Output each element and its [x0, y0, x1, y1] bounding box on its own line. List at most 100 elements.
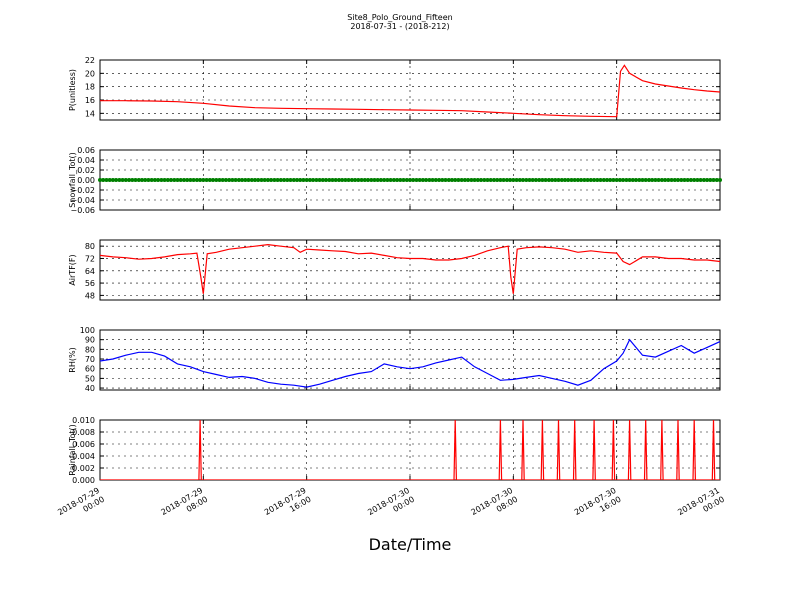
- data-point: [537, 178, 542, 182]
- data-point: [395, 178, 400, 182]
- data-point: [550, 178, 555, 182]
- data-point: [265, 178, 270, 182]
- data-point: [417, 178, 422, 182]
- y-tick-label: 80: [85, 345, 95, 354]
- y-tick-label: 0.04: [77, 156, 95, 165]
- data-point: [240, 178, 245, 182]
- data-point: [188, 178, 193, 182]
- data-point: [437, 178, 442, 182]
- data-point: [524, 178, 529, 182]
- y-axis-label: Snowfall_Tot(): [68, 152, 77, 208]
- series-line: [100, 243, 720, 294]
- data-point: [162, 178, 167, 182]
- y-tick-label: 100: [80, 326, 95, 335]
- data-point: [469, 178, 474, 182]
- x-axis-label: Date/Time: [369, 535, 452, 554]
- data-point: [262, 178, 267, 182]
- y-tick-label: 0.00: [77, 176, 95, 185]
- data-point: [282, 178, 287, 182]
- figure-title-line1: Site8_Polo_Ground_Fifteen: [347, 13, 452, 22]
- data-point: [211, 178, 215, 182]
- data-point: [117, 178, 122, 182]
- data-point: [136, 178, 141, 182]
- data-point: [698, 178, 703, 182]
- data-point: [679, 178, 684, 182]
- data-point: [178, 178, 183, 182]
- data-point: [718, 178, 722, 182]
- data-point: [624, 178, 629, 182]
- data-point: [588, 178, 593, 182]
- data-point: [527, 178, 532, 182]
- data-point: [440, 178, 445, 182]
- data-point: [608, 178, 613, 182]
- data-point: [314, 178, 319, 182]
- data-point: [575, 178, 580, 182]
- data-point: [388, 178, 393, 182]
- data-point: [278, 178, 283, 182]
- data-point: [598, 178, 603, 182]
- y-axis-label: Rainfall_Tot(): [68, 424, 77, 476]
- y-tick-label: 0.004: [72, 452, 95, 461]
- data-point: [614, 178, 619, 182]
- data-point: [366, 178, 370, 182]
- data-point: [101, 178, 106, 182]
- data-point: [285, 178, 290, 182]
- y-tick-label: 70: [85, 355, 95, 364]
- data-point: [120, 178, 125, 182]
- data-point: [104, 178, 109, 182]
- data-point: [398, 178, 403, 182]
- data-point: [408, 178, 412, 182]
- data-point: [472, 178, 477, 182]
- data-point: [130, 178, 135, 182]
- data-point: [317, 178, 322, 182]
- data-point: [298, 178, 303, 182]
- data-point: [521, 178, 525, 182]
- data-point: [327, 178, 332, 182]
- data-point: [511, 178, 516, 182]
- data-point: [427, 178, 432, 182]
- data-point: [391, 178, 396, 182]
- y-axis-label: RH(%): [68, 347, 77, 372]
- data-point: [346, 178, 351, 182]
- data-point: [424, 178, 429, 182]
- data-point: [369, 178, 374, 182]
- x-tick-label: 2018-07-2900:00: [56, 486, 106, 526]
- data-point: [356, 178, 361, 182]
- data-point: [595, 178, 600, 182]
- data-point: [630, 178, 635, 182]
- data-point: [533, 178, 538, 182]
- data-point: [669, 178, 674, 182]
- data-point: [253, 178, 257, 182]
- data-point: [640, 178, 645, 182]
- data-point: [156, 178, 161, 182]
- data-point: [214, 178, 219, 182]
- data-point: [340, 178, 345, 182]
- data-point: [230, 178, 235, 182]
- data-point: [605, 178, 609, 182]
- data-point: [430, 178, 435, 182]
- data-point: [175, 178, 180, 182]
- data-point: [288, 178, 293, 182]
- y-axis-label: AirTF(F): [68, 254, 77, 285]
- data-point: [414, 178, 419, 182]
- data-point: [530, 178, 535, 182]
- data-point: [708, 178, 713, 182]
- data-point: [553, 178, 558, 182]
- data-point: [556, 178, 561, 182]
- series-line: [100, 338, 720, 388]
- data-point: [627, 178, 632, 182]
- data-point: [165, 178, 170, 182]
- data-point: [324, 178, 328, 182]
- data-point: [330, 178, 335, 182]
- data-point: [194, 178, 199, 182]
- data-point: [495, 178, 500, 182]
- x-tick-label: 2018-07-3100:00: [676, 486, 726, 526]
- data-point: [714, 178, 719, 182]
- data-point: [672, 178, 677, 182]
- data-point: [711, 178, 716, 182]
- data-point: [462, 178, 467, 182]
- y-tick-label: 0.010: [72, 416, 95, 425]
- subplot-5: 0.000 0.002 0.004 0.006 0.008 0.010Rainfall_T…: [68, 416, 721, 485]
- y-tick-label: 0.006: [72, 440, 95, 449]
